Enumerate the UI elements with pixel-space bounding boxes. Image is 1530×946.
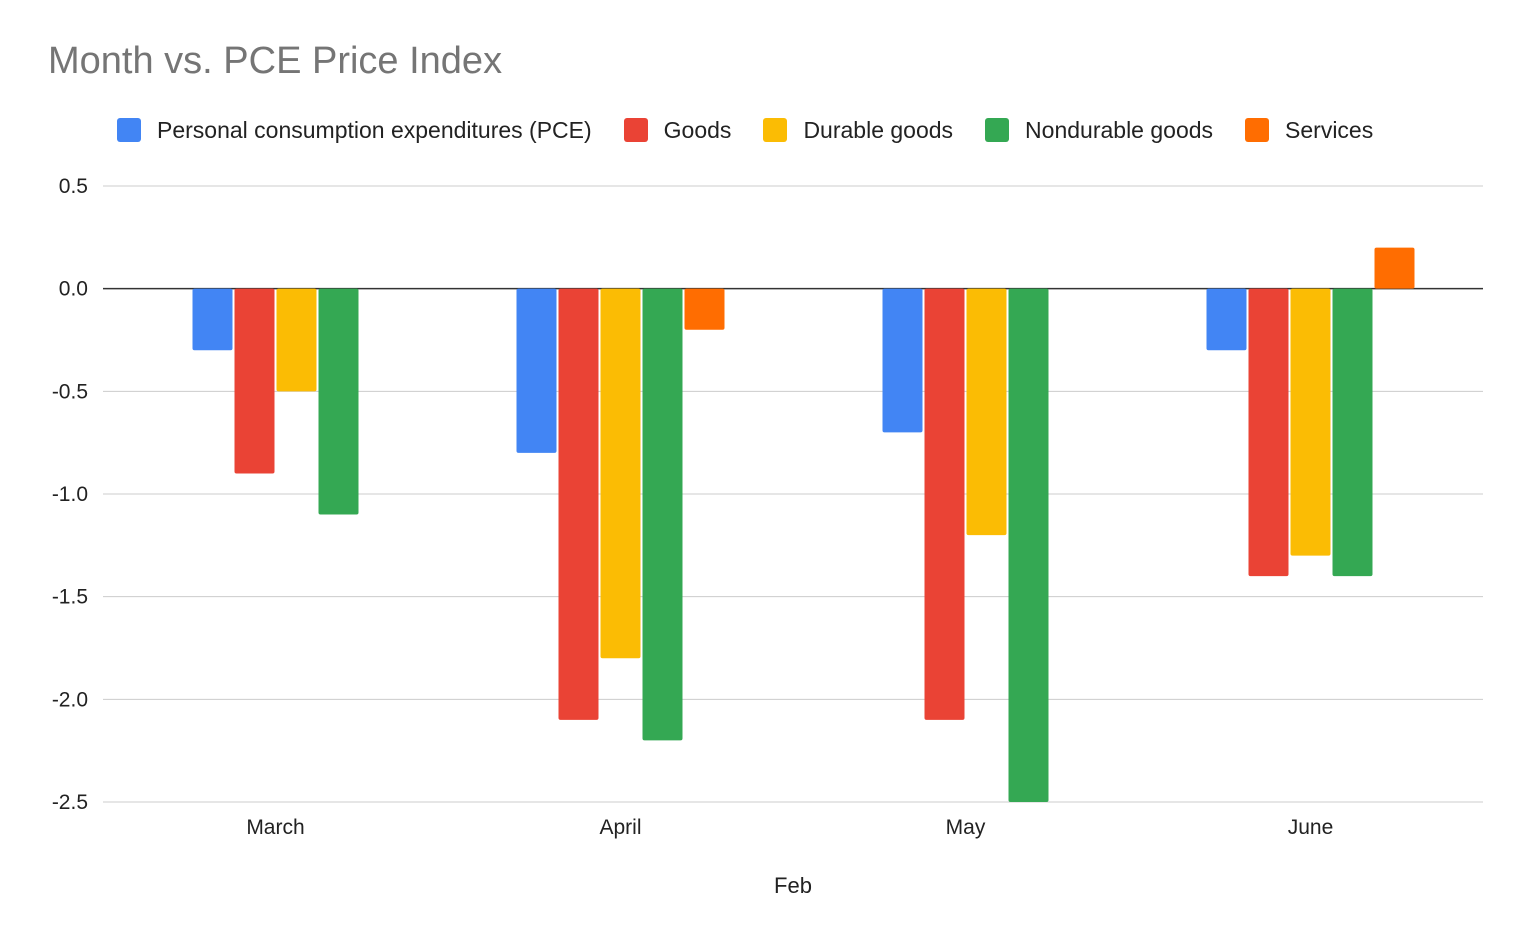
- x-tick-label: June: [1288, 816, 1334, 839]
- bar-march-durable-goods[interactable]: [276, 288, 317, 392]
- legend-label: Nondurable goods: [1025, 116, 1214, 143]
- bar-march-personal-consumption-expenditures-pce[interactable]: [192, 288, 233, 351]
- legend-item[interactable]: Services: [1245, 117, 1373, 144]
- y-tick-label: -1.5: [52, 586, 88, 609]
- bar-may-personal-consumption-expenditures-pce[interactable]: [882, 288, 923, 433]
- y-tick-label: 0.5: [59, 175, 88, 198]
- legend-item[interactable]: Nondurable goods: [985, 117, 1213, 144]
- bar-june-goods[interactable]: [1248, 288, 1289, 577]
- bar-may-goods[interactable]: [924, 288, 965, 720]
- bar-april-personal-consumption-expenditures-pce[interactable]: [516, 288, 557, 453]
- bar-may-durable-goods[interactable]: [966, 288, 1007, 536]
- y-tick-label: -2.0: [52, 688, 88, 711]
- bar-june-durable-goods[interactable]: [1290, 288, 1331, 556]
- bar-april-durable-goods[interactable]: [600, 288, 641, 659]
- x-tick-label: March: [246, 816, 304, 839]
- legend-item[interactable]: Goods: [623, 116, 732, 144]
- bar-april-nondurable-goods[interactable]: [642, 288, 683, 741]
- bar-june-personal-consumption-expenditures-pce[interactable]: [1206, 288, 1247, 351]
- y-tick-label: -2.5: [52, 791, 88, 814]
- legend-label: Goods: [663, 116, 732, 143]
- x-axis-title: Feb: [774, 873, 812, 898]
- bar-april-services[interactable]: [684, 288, 725, 330]
- x-tick-label: April: [599, 816, 641, 839]
- legend-item[interactable]: Durable goods: [763, 117, 953, 144]
- legend-label: Personal consumption expenditures (PCE): [157, 116, 592, 143]
- legend-label: Durable goods: [803, 116, 954, 143]
- x-tick-label: May: [946, 816, 986, 839]
- bar-april-goods[interactable]: [558, 288, 599, 720]
- legend-label: Services: [1285, 116, 1374, 143]
- bar-may-nondurable-goods[interactable]: [1008, 288, 1049, 803]
- legend-swatch: [1245, 118, 1270, 142]
- legend-swatch: [117, 118, 141, 142]
- bar-june-nondurable-goods[interactable]: [1332, 288, 1373, 577]
- bar-march-nondurable-goods[interactable]: [318, 288, 359, 515]
- bar-june-services[interactable]: [1374, 247, 1415, 289]
- y-tick-label: -1.0: [52, 483, 88, 506]
- legend-item[interactable]: Personal consumption expenditures (PCE): [117, 117, 592, 144]
- legend-swatch: [623, 118, 648, 142]
- legend: Personal consumption expenditures (PCE) G…: [117, 116, 1405, 144]
- y-tick-label: -0.5: [52, 380, 88, 403]
- y-tick-label: 0.0: [59, 278, 88, 301]
- chart-title: Month vs. PCE Price Index: [48, 40, 503, 82]
- bar-march-goods[interactable]: [234, 288, 275, 474]
- legend-swatch: [985, 118, 1010, 142]
- legend-swatch: [763, 118, 788, 142]
